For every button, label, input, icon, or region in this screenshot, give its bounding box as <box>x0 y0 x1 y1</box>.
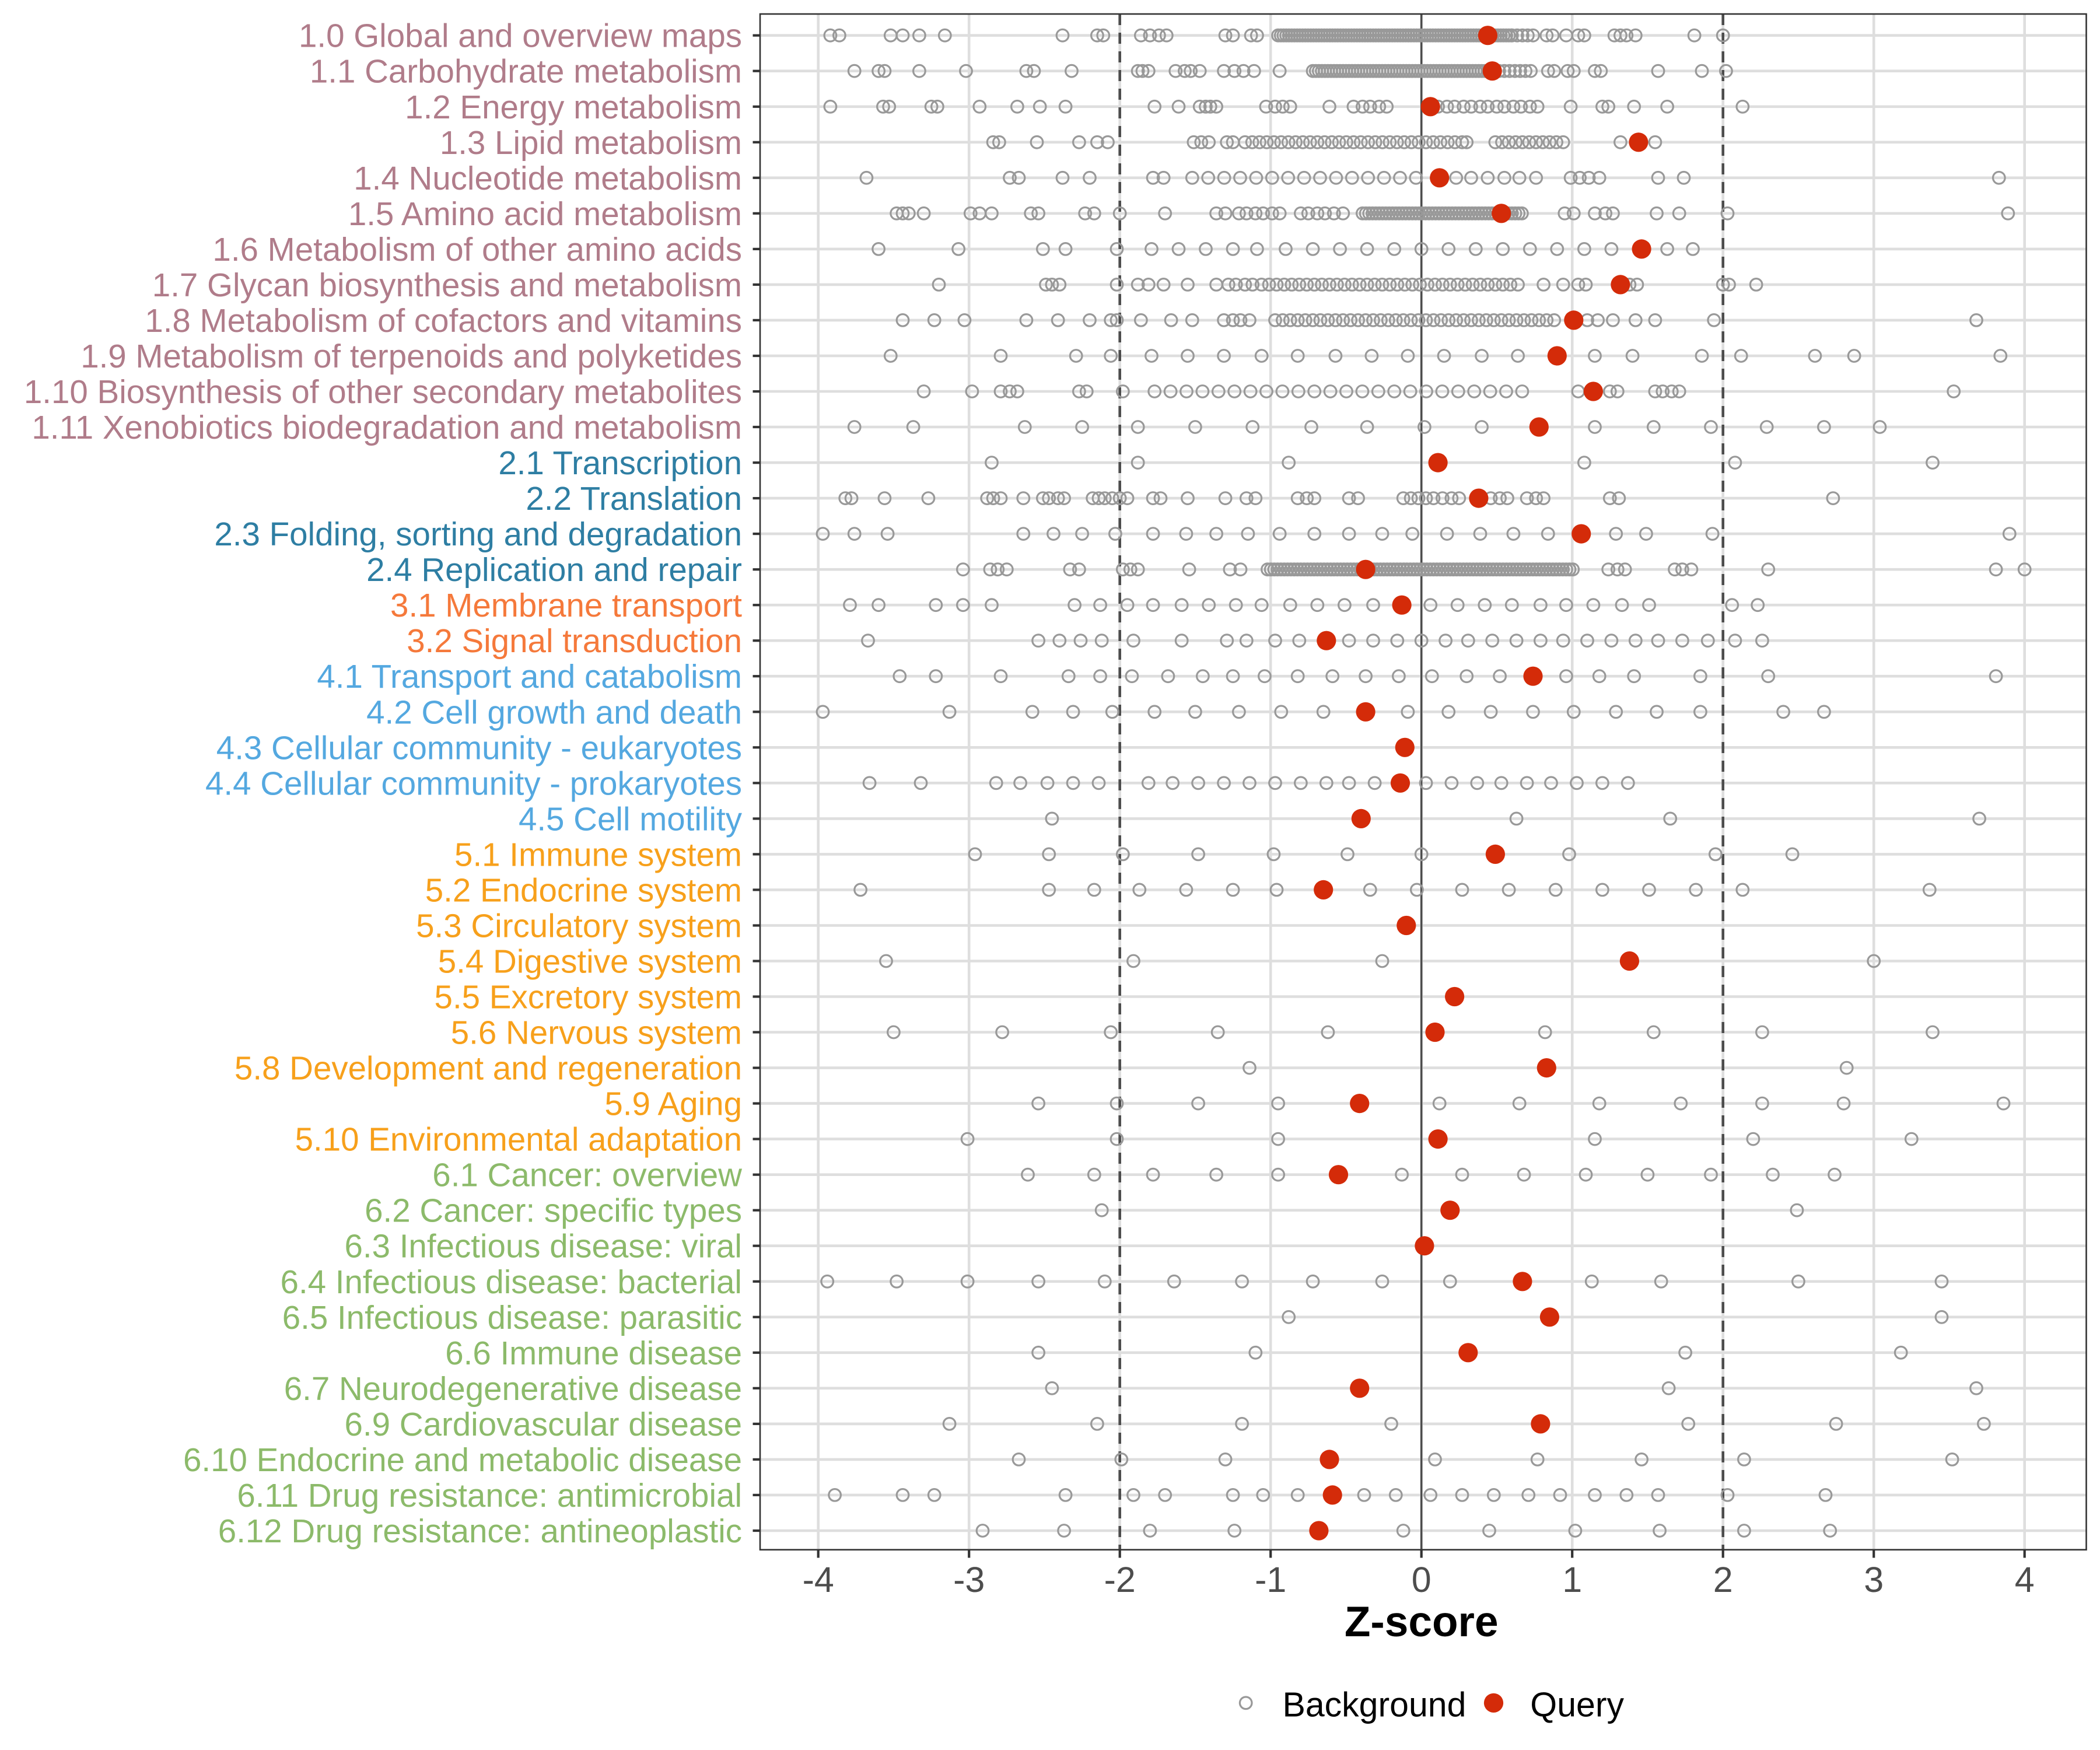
svg-text:3.2 Signal transduction: 3.2 Signal transduction <box>407 622 742 659</box>
svg-text:4.5 Cell motility: 4.5 Cell motility <box>519 800 743 837</box>
svg-text:6.10 Endocrine and metabolic d: 6.10 Endocrine and metabolic disease <box>183 1441 742 1478</box>
svg-text:5.9 Aging: 5.9 Aging <box>604 1086 742 1122</box>
svg-text:6.3 Infectious disease: viral: 6.3 Infectious disease: viral <box>344 1228 742 1265</box>
svg-text:Query: Query <box>1530 1686 1624 1724</box>
svg-text:2: 2 <box>1713 1560 1733 1600</box>
svg-text:1.5 Amino acid metabolism: 1.5 Amino acid metabolism <box>348 195 742 232</box>
svg-text:0: 0 <box>1412 1560 1432 1600</box>
svg-text:4.1 Transport and catabolism: 4.1 Transport and catabolism <box>317 658 742 695</box>
svg-text:6.7 Neurodegenerative disease: 6.7 Neurodegenerative disease <box>284 1370 742 1407</box>
svg-text:3.1 Membrane transport: 3.1 Membrane transport <box>390 587 742 624</box>
svg-text:5.6 Nervous system: 5.6 Nervous system <box>451 1014 742 1051</box>
svg-text:1.1 Carbohydrate metabolism: 1.1 Carbohydrate metabolism <box>310 53 742 90</box>
svg-text:1.4 Nucleotide metabolism: 1.4 Nucleotide metabolism <box>354 160 742 197</box>
svg-text:6.11 Drug resistance: antimicr: 6.11 Drug resistance: antimicrobial <box>237 1477 742 1514</box>
svg-text:5.10 Environmental adaptation: 5.10 Environmental adaptation <box>295 1121 742 1158</box>
svg-text:6.1 Cancer: overview: 6.1 Cancer: overview <box>432 1157 742 1194</box>
svg-text:2.4 Replication and repair: 2.4 Replication and repair <box>366 551 742 588</box>
svg-text:-1: -1 <box>1255 1560 1286 1600</box>
svg-text:5.8 Development and regenerati: 5.8 Development and regeneration <box>235 1050 742 1087</box>
svg-text:1.10 Biosynthesis of other sec: 1.10 Biosynthesis of other secondary met… <box>24 373 742 410</box>
svg-text:5.1 Immune system: 5.1 Immune system <box>454 836 742 873</box>
svg-text:1: 1 <box>1562 1560 1582 1600</box>
svg-text:6.5 Infectious disease: parasi: 6.5 Infectious disease: parasitic <box>282 1299 742 1336</box>
svg-text:-4: -4 <box>803 1560 834 1600</box>
svg-text:Z-score: Z-score <box>1345 1598 1499 1646</box>
svg-text:1.11 Xenobiotics biodegradatio: 1.11 Xenobiotics biodegradation and meta… <box>32 409 742 446</box>
svg-text:4.3 Cellular community - eukar: 4.3 Cellular community - eukaryotes <box>216 729 742 766</box>
svg-text:2.1 Transcription: 2.1 Transcription <box>498 444 742 481</box>
svg-text:5.5 Excretory system: 5.5 Excretory system <box>435 979 742 1016</box>
svg-text:1.7 Glycan biosynthesis and me: 1.7 Glycan biosynthesis and metabolism <box>152 267 742 303</box>
svg-text:1.2 Energy metabolism: 1.2 Energy metabolism <box>405 89 742 125</box>
svg-text:5.2 Endocrine system: 5.2 Endocrine system <box>425 872 742 908</box>
svg-text:1.8 Metabolism of cofactors an: 1.8 Metabolism of cofactors and vitamins <box>145 302 742 339</box>
svg-text:Background: Background <box>1283 1686 1466 1724</box>
svg-text:-2: -2 <box>1104 1560 1136 1600</box>
svg-text:4.4 Cellular community - proka: 4.4 Cellular community - prokaryotes <box>205 765 742 802</box>
svg-text:1.3 Lipid metabolism: 1.3 Lipid metabolism <box>440 124 742 161</box>
svg-text:6.4 Infectious disease: bacter: 6.4 Infectious disease: bacterial <box>281 1264 742 1300</box>
svg-text:6.6 Immune disease: 6.6 Immune disease <box>445 1335 742 1371</box>
svg-text:5.4 Digestive system: 5.4 Digestive system <box>438 943 742 980</box>
svg-text:1.9 Metabolism of terpenoids a: 1.9 Metabolism of terpenoids and polyket… <box>80 338 742 374</box>
svg-text:4.2 Cell growth and death: 4.2 Cell growth and death <box>366 694 742 730</box>
svg-text:-3: -3 <box>953 1560 985 1600</box>
svg-text:6.12 Drug resistance: antineop: 6.12 Drug resistance: antineoplastic <box>218 1513 742 1549</box>
svg-text:1.0 Global and overview maps: 1.0 Global and overview maps <box>299 18 742 54</box>
svg-text:6.9 Cardiovascular disease: 6.9 Cardiovascular disease <box>344 1406 742 1443</box>
svg-text:2.3 Folding, sorting and degra: 2.3 Folding, sorting and degradation <box>214 516 742 552</box>
svg-text:1.6 Metabolism of other amino: 1.6 Metabolism of other amino acids <box>212 231 742 268</box>
svg-text:5.3 Circulatory system: 5.3 Circulatory system <box>416 908 742 944</box>
svg-text:2.2 Translation: 2.2 Translation <box>526 480 742 517</box>
svg-text:3: 3 <box>1864 1560 1884 1600</box>
svg-text:4: 4 <box>2015 1560 2035 1600</box>
svg-text:6.2 Cancer: specific types: 6.2 Cancer: specific types <box>365 1192 742 1229</box>
